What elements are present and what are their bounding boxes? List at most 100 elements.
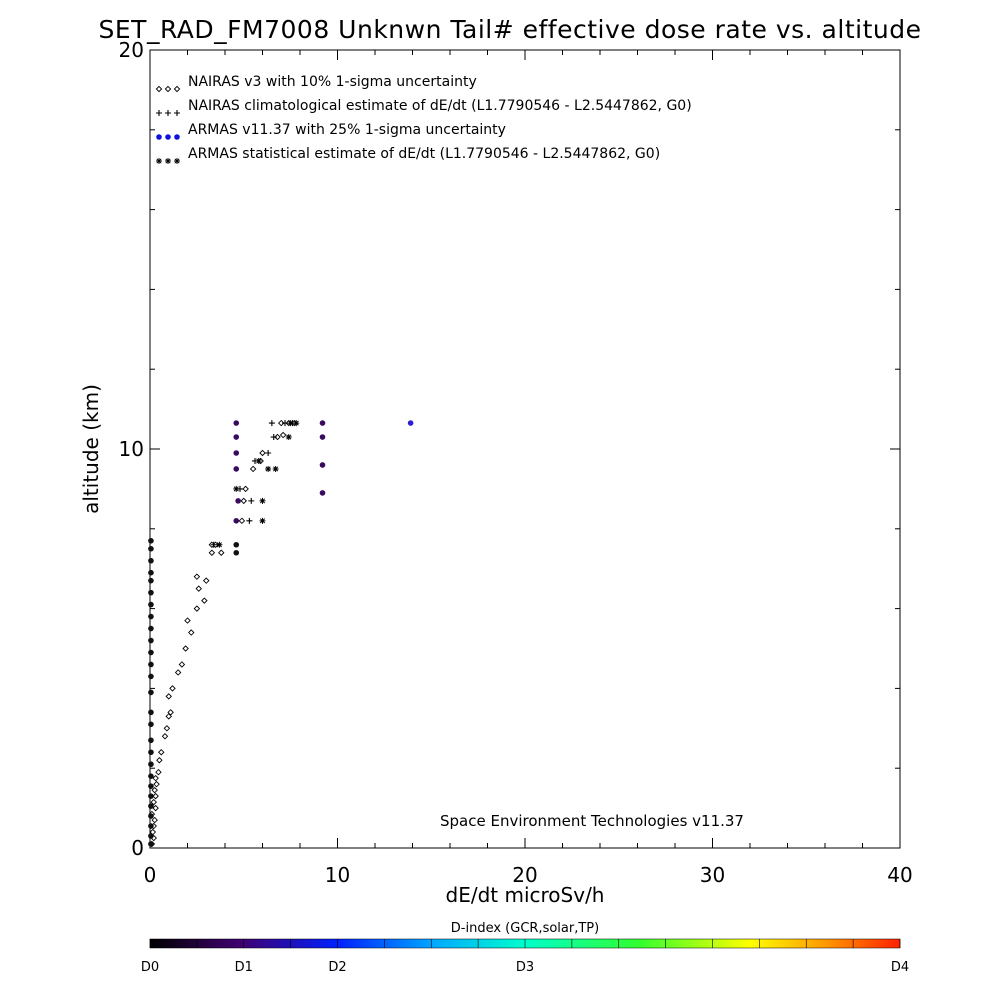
data-point [259, 517, 266, 524]
data-point [148, 761, 154, 768]
data-point [174, 669, 182, 676]
legend-marker [164, 85, 172, 93]
data-point [148, 721, 154, 728]
data-point [148, 709, 154, 716]
colorbar-label: D4 [891, 960, 909, 975]
data-point [265, 465, 272, 472]
data-point [270, 434, 277, 441]
legend-marker [165, 158, 171, 164]
y-tick-label: 0 [131, 836, 144, 860]
data-point [246, 517, 253, 524]
data-point [148, 557, 154, 564]
data-point [319, 490, 326, 496]
data-point [163, 725, 171, 732]
legend-marker [174, 134, 180, 140]
data-point [233, 466, 240, 472]
data-point [148, 813, 154, 819]
data-point [216, 541, 223, 548]
data-point [188, 629, 195, 636]
legend-marker [165, 110, 171, 116]
legend-label: ARMAS v11.37 with 25% 1-sigma uncertaint… [188, 122, 506, 138]
data-point [148, 613, 154, 620]
data-point [151, 816, 158, 824]
data-point [248, 497, 255, 504]
legend: NAIRAS v3 with 10% 1-sigma uncertainty NA… [155, 74, 692, 164]
colorbar-title: D-index (GCR,solar,TP) [451, 921, 599, 936]
data-point [178, 661, 186, 668]
x-tick-label: 0 [144, 863, 157, 887]
legend-marker [156, 158, 162, 164]
data-point [233, 420, 240, 426]
colorbar-label: D3 [516, 960, 534, 975]
legend-label: NAIRAS climatological estimate of dE/dt … [188, 98, 692, 114]
data-point [148, 577, 154, 584]
data-point [169, 685, 176, 692]
x-tick-label: 10 [325, 863, 350, 887]
plot-frame [149, 49, 901, 849]
data-point [268, 420, 275, 427]
data-point [152, 804, 159, 812]
data-point [148, 793, 154, 799]
x-tick-label: 40 [887, 863, 912, 887]
data-point [208, 549, 216, 556]
y-axis-label: altitude (km) [79, 384, 103, 514]
y-tick-labels: 0 10 20 [119, 38, 144, 860]
data-point [148, 625, 154, 632]
data-point [195, 585, 202, 592]
data-point [148, 649, 154, 656]
data-point [240, 497, 247, 505]
data-point [148, 841, 154, 847]
data-point [278, 419, 285, 427]
data-point [153, 780, 160, 788]
data-point [167, 709, 174, 716]
data-point [148, 783, 154, 789]
data-point [148, 545, 154, 552]
data-point [319, 462, 326, 468]
data-point [165, 713, 172, 720]
data-point [152, 774, 159, 782]
colorbar-label: D0 [141, 960, 159, 975]
data-point [148, 661, 154, 668]
data-point [150, 798, 157, 806]
axis-ticks [149, 49, 901, 849]
data-point [151, 786, 158, 794]
colorbar-labels: D0 D1 D2 D3 D4 [141, 960, 909, 975]
data-point [156, 756, 163, 764]
data-point [210, 541, 217, 548]
data-point [259, 449, 266, 457]
data-point [233, 518, 240, 524]
legend-marker [156, 134, 162, 140]
data-point [293, 420, 300, 427]
data-point [182, 645, 189, 652]
legend-label: NAIRAS v3 with 10% 1-sigma uncertainty [188, 74, 477, 90]
data-point [279, 431, 287, 439]
x-axis-label: dE/dt microSv/h [446, 883, 605, 907]
data-point [148, 569, 154, 576]
legend-marker [174, 158, 180, 164]
legend-marker [173, 85, 181, 93]
legend-marker [155, 85, 163, 93]
data-point [201, 597, 208, 604]
data-point [285, 434, 292, 441]
x-tick-labels: 0 10 20 30 40 [144, 863, 913, 887]
data-point [148, 749, 154, 756]
colorbar-label: D2 [328, 960, 346, 975]
data-point [272, 465, 279, 472]
data-point [233, 541, 240, 548]
data-point [255, 457, 262, 464]
data-point [235, 498, 241, 504]
data-point [158, 749, 165, 756]
legend-marker [165, 134, 171, 140]
colorbar-ticks [149, 939, 901, 948]
data-point [242, 485, 249, 493]
y-tick-label: 10 [119, 437, 144, 461]
colorbar-label: D1 [235, 960, 253, 975]
data-point [155, 768, 162, 776]
x-tick-label: 20 [512, 863, 537, 887]
data-point [165, 693, 172, 700]
data-points [148, 419, 414, 848]
data-point [148, 637, 154, 644]
legend-marker [156, 110, 162, 116]
data-point [148, 673, 154, 680]
